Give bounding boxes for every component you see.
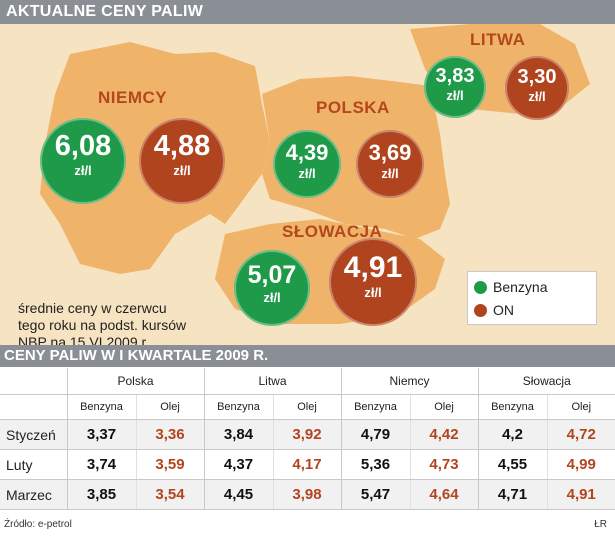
country-header-row: Polska Litwa Niemcy Słowacja xyxy=(0,368,615,395)
price-unit: zł/l xyxy=(446,88,464,103)
legend-label: ON xyxy=(493,302,514,318)
fuel-header: Benzyna xyxy=(340,394,410,420)
fuel-header: Olej xyxy=(409,394,478,420)
fuel-price-map: NIEMCY POLSKA LITWA SŁOWACJA 6,08 zł/l 4… xyxy=(0,24,615,345)
table-title: CENY PALIW W I KWARTALE 2009 R. xyxy=(0,345,615,367)
price-cell: 4,99 xyxy=(546,449,615,480)
price-circle-on-litwa: 3,30 zł/l xyxy=(505,56,569,120)
month-label: Marzec xyxy=(0,479,67,510)
main-title: AKTUALNE CENY PALIW xyxy=(0,0,615,24)
price-unit: zł/l xyxy=(298,166,316,181)
price-cell: 5,47 xyxy=(340,479,410,510)
price-cell: 3,84 xyxy=(203,419,273,450)
price-note: średnie ceny w czerwcu tego roku na pods… xyxy=(18,300,186,345)
note-line: średnie ceny w czerwcu xyxy=(18,300,167,316)
legend-swatch-red xyxy=(474,304,487,317)
price-value: 4,91 xyxy=(343,251,403,284)
price-unit: zł/l xyxy=(74,163,92,178)
price-cell: 4,45 xyxy=(203,479,273,510)
note-line: tego roku na podst. kursów xyxy=(18,317,187,333)
price-circle-on-polska: 3,69 zł/l xyxy=(356,130,424,198)
fuel-header: Benzyna xyxy=(203,394,273,420)
fuel-header: Benzyna xyxy=(477,394,547,420)
price-cell: 4,42 xyxy=(409,419,478,450)
table-row: Marzec 3,85 3,54 4,45 3,98 5,47 4,64 4,7… xyxy=(0,479,615,510)
price-cell: 5,36 xyxy=(340,449,410,480)
table-row: Styczeń 3,37 3,36 3,84 3,92 4,79 4,42 4,… xyxy=(0,419,615,450)
price-circle-benzyna-litwa: 3,83 zł/l xyxy=(424,56,486,118)
fuel-header: Olej xyxy=(135,394,204,420)
fuel-header-row: Benzyna Olej Benzyna Olej Benzyna Olej B… xyxy=(0,394,615,420)
corner-cell xyxy=(0,394,67,420)
fuel-header: Benzyna xyxy=(66,394,136,420)
country-header: Słowacja xyxy=(477,368,615,395)
legend-item-on: ON xyxy=(474,300,514,320)
corner-cell xyxy=(0,368,67,395)
price-circle-benzyna-slowacja: 5,07 zł/l xyxy=(234,250,310,326)
coast-shape xyxy=(0,24,70,144)
price-circle-on-niemcy: 4,88 zł/l xyxy=(139,118,225,204)
price-cell: 4,17 xyxy=(272,449,341,480)
month-label: Luty xyxy=(0,449,67,480)
price-cell: 3,85 xyxy=(66,479,136,510)
price-value: 4,39 xyxy=(285,140,329,165)
legend-swatch-green xyxy=(474,281,487,294)
country-label-slowacja: SŁOWACJA xyxy=(282,222,383,241)
legend: Benzyna ON xyxy=(467,271,597,325)
legend-label: Benzyna xyxy=(493,279,548,295)
country-header: Polska xyxy=(66,368,204,395)
price-cell: 3,59 xyxy=(135,449,204,480)
price-value: 3,30 xyxy=(517,66,557,88)
price-cell: 3,36 xyxy=(135,419,204,450)
price-cell: 4,79 xyxy=(340,419,410,450)
country-header: Niemcy xyxy=(340,368,478,395)
source-text: Źródło: e-petrol xyxy=(4,519,72,530)
price-cell: 3,92 xyxy=(272,419,341,450)
note-line: NBP na 15 VI 2009 r. xyxy=(18,334,150,345)
price-cell: 4,2 xyxy=(477,419,547,450)
price-cell: 4,72 xyxy=(546,419,615,450)
legend-item-benzyna: Benzyna xyxy=(474,277,547,297)
price-unit: zł/l xyxy=(528,89,546,104)
price-cell: 3,74 xyxy=(66,449,136,480)
price-cell: 4,73 xyxy=(409,449,478,480)
country-label-litwa: LITWA xyxy=(470,30,526,49)
price-table: Polska Litwa Niemcy Słowacja Benzyna Ole… xyxy=(0,368,615,510)
price-cell: 4,71 xyxy=(477,479,547,510)
country-header: Litwa xyxy=(203,368,341,395)
price-unit: zł/l xyxy=(263,290,281,305)
price-cell: 4,37 xyxy=(203,449,273,480)
price-value: 3,69 xyxy=(368,140,412,165)
price-unit: zł/l xyxy=(173,163,191,178)
price-value: 3,83 xyxy=(435,65,475,87)
price-value: 5,07 xyxy=(247,261,297,289)
fuel-header: Olej xyxy=(272,394,341,420)
month-label: Styczeń xyxy=(0,419,67,450)
price-unit: zł/l xyxy=(381,166,399,181)
price-cell: 3,98 xyxy=(272,479,341,510)
country-label-niemcy: NIEMCY xyxy=(98,88,168,107)
fuel-header: Olej xyxy=(546,394,615,420)
price-unit: zł/l xyxy=(364,285,382,300)
author-signature: ŁR xyxy=(594,519,607,530)
price-cell: 4,91 xyxy=(546,479,615,510)
price-cell: 3,37 xyxy=(66,419,136,450)
price-circle-benzyna-niemcy: 6,08 zł/l xyxy=(40,118,126,204)
country-label-polska: POLSKA xyxy=(316,98,390,117)
table-row: Luty 3,74 3,59 4,37 4,17 5,36 4,73 4,55 … xyxy=(0,449,615,480)
footer: Źródło: e-petrol ŁR xyxy=(0,517,615,540)
price-value: 6,08 xyxy=(54,130,112,162)
price-cell: 4,55 xyxy=(477,449,547,480)
price-circle-on-slowacja: 4,91 zł/l xyxy=(329,238,417,326)
price-cell: 4,64 xyxy=(409,479,478,510)
price-value: 4,88 xyxy=(153,130,211,162)
price-circle-benzyna-polska: 4,39 zł/l xyxy=(273,130,341,198)
price-cell: 3,54 xyxy=(135,479,204,510)
